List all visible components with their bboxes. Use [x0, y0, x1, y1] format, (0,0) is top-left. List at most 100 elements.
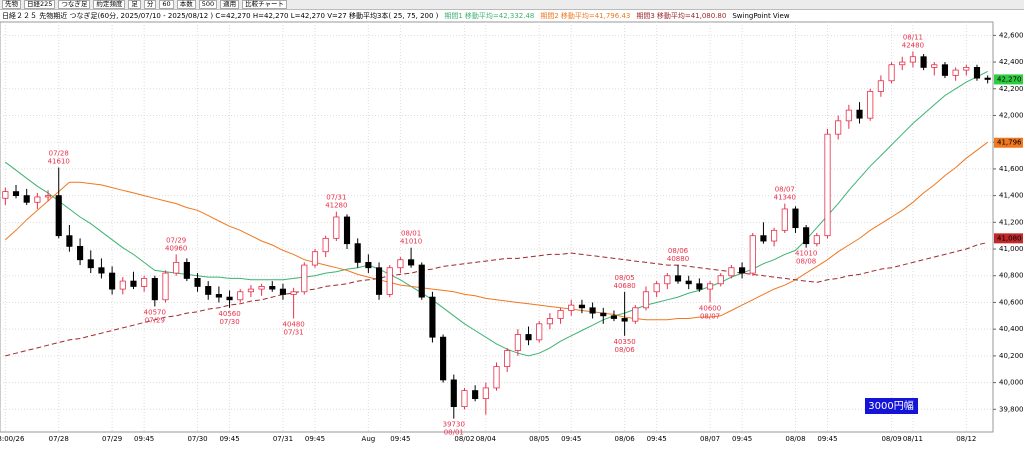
swing-value: 40570 — [144, 308, 166, 316]
y-tick-label: 40,600 — [999, 298, 1024, 306]
ma-line — [4, 141, 988, 321]
y-tick-label: 42,400 — [999, 58, 1024, 66]
toolbar-item[interactable]: 約定頻度 — [93, 0, 126, 9]
swing-date: 08/08 — [796, 258, 816, 266]
candle-body — [674, 275, 682, 282]
x-tick-label: 08/12 — [956, 435, 976, 443]
candle-body — [397, 259, 404, 269]
candle-body — [685, 280, 692, 285]
swing-date: 07/31 — [326, 194, 346, 202]
candle-body — [856, 109, 863, 119]
candle-body — [931, 64, 938, 68]
candle-body — [941, 64, 949, 76]
candle-body — [824, 133, 831, 237]
toolbar-item[interactable]: 適用 — [220, 0, 240, 9]
ma-line — [5, 70, 988, 357]
legend-value: 移動平均=42,332.48 — [465, 11, 535, 20]
y-tick-label: 40,800 — [999, 272, 1024, 280]
toolbar-item[interactable]: 本数 — [176, 0, 196, 9]
candle-body — [55, 195, 62, 237]
candle-body — [343, 216, 351, 245]
candle-body — [653, 283, 660, 293]
swing-value: 42480 — [902, 41, 924, 49]
x-tick-label: 09:45 — [134, 435, 154, 443]
x-tick-label: 08/02 — [454, 435, 474, 443]
candle-body — [493, 366, 500, 389]
candle-body — [909, 56, 916, 63]
candle-body — [568, 304, 575, 311]
x-tick-label: 07/28 — [49, 435, 69, 443]
price-tag — [994, 137, 1023, 148]
candle-body — [482, 387, 489, 400]
candle-body — [952, 69, 959, 76]
candle-body — [301, 264, 308, 293]
candle-body — [589, 307, 596, 314]
candle-body — [162, 272, 169, 301]
view-name: SwingPoint View — [732, 12, 789, 20]
x-tick-label: 07/29 — [102, 435, 122, 443]
legend-name: 期間3 — [636, 12, 654, 20]
swing-date: 08/05 — [615, 274, 635, 282]
candle-body — [322, 237, 329, 253]
price-tag — [994, 233, 1023, 244]
y-tick-label: 40,200 — [999, 352, 1024, 360]
legend-value: 移動平均=41,080.80 — [657, 11, 727, 20]
candle-body — [77, 245, 84, 261]
swing-value: 41010 — [795, 250, 817, 258]
candle-body — [258, 286, 265, 290]
toolbar-item[interactable]: 日経225 — [24, 0, 56, 9]
legend-value: 移動平均=41,796.43 — [561, 11, 631, 20]
swing-date: 08/07 — [775, 186, 795, 194]
toolbar-item[interactable]: 60 — [159, 0, 174, 9]
candle-body — [845, 109, 852, 122]
toolbar-item[interactable]: 分 — [143, 0, 157, 9]
price-tag-label: 41,796 — [997, 139, 1022, 147]
candle-body — [205, 286, 212, 295]
candle-body — [803, 227, 810, 245]
candle-body — [760, 235, 767, 242]
swing-date: 08/01 — [401, 230, 421, 238]
candle-body — [408, 259, 415, 266]
x-tick-label: 08/06 — [615, 435, 636, 443]
x-tick-label: 07/31 — [273, 435, 293, 443]
candle-body — [311, 251, 319, 266]
x-tick-label: 08/07 — [700, 435, 720, 443]
candle-body — [642, 291, 650, 309]
candle-body — [963, 67, 970, 71]
x-tick-label: 09:45 — [817, 435, 837, 443]
candle-body — [461, 390, 468, 408]
candle-body — [771, 229, 778, 242]
candle-body — [279, 288, 287, 295]
x-tick-label: 08/08 — [785, 435, 805, 443]
y-tick-label: 41,000 — [999, 245, 1024, 253]
x-tick-label: 09:45 — [561, 435, 581, 443]
candle-body — [749, 235, 756, 274]
swing-value: 40600 — [699, 304, 721, 312]
swing-date: 08/07 — [700, 312, 720, 320]
y-tick-label: 39,800 — [999, 405, 1024, 413]
candle-body — [525, 334, 532, 341]
candle-body — [781, 208, 788, 231]
candle-body — [130, 280, 137, 287]
candle-body — [792, 208, 799, 229]
swing-date: 08/06 — [668, 247, 689, 255]
price-tag-label: 42,270 — [997, 75, 1022, 83]
toolbar-item[interactable]: 先物 — [2, 0, 21, 9]
toolbar-item[interactable]: 足 — [128, 0, 141, 9]
y-tick-label: 42,200 — [999, 85, 1024, 93]
swing-value: 41010 — [400, 238, 422, 246]
swing-value: 40960 — [165, 244, 187, 252]
candle-body — [557, 310, 564, 319]
candle-body — [536, 323, 543, 341]
swing-value: 39730 — [443, 421, 465, 429]
toolbar-item[interactable]: 比較チャート — [242, 0, 288, 9]
toolbar-item[interactable]: 500 — [198, 0, 218, 9]
candle-body — [98, 267, 105, 274]
ma-line — [5, 241, 988, 357]
swing-date: 07/31 — [284, 328, 304, 336]
candle-body — [472, 390, 479, 400]
toolbar-item[interactable]: つなぎ足 — [58, 0, 91, 9]
candle-body — [173, 261, 180, 274]
range-note-box — [865, 398, 918, 414]
y-tick-label: 41,400 — [999, 192, 1024, 200]
